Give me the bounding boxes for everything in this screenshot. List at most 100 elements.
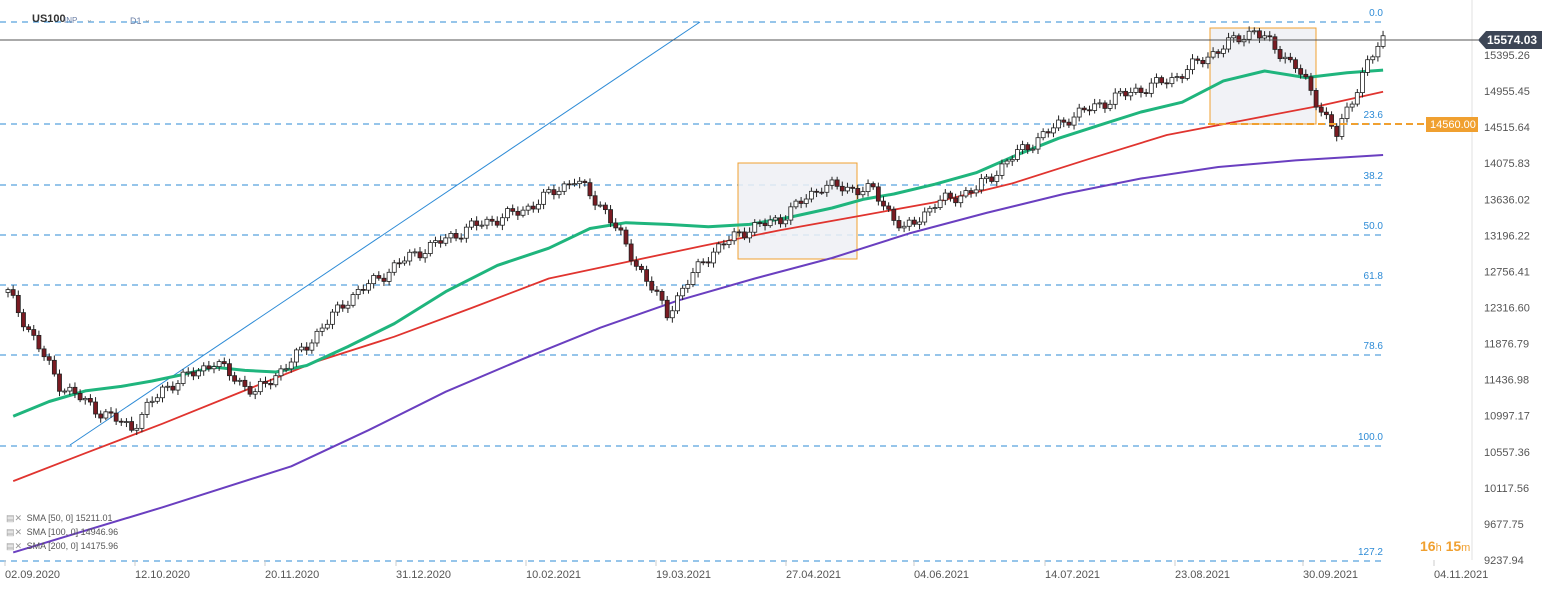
candle-body bbox=[886, 205, 892, 210]
candle-body bbox=[438, 240, 444, 244]
candle-body bbox=[10, 289, 16, 296]
candle-body bbox=[803, 198, 809, 204]
consolidation-box[interactable] bbox=[737, 162, 858, 260]
current-price-tag: 15574.03 bbox=[1478, 31, 1542, 49]
candle-body bbox=[855, 188, 861, 196]
candle-body bbox=[309, 342, 315, 351]
candle-body bbox=[798, 200, 804, 204]
candle-body bbox=[536, 203, 541, 210]
candle-body bbox=[1349, 103, 1355, 108]
date-tick-label: 14.07.2021 bbox=[1045, 569, 1100, 581]
candle-body bbox=[1138, 87, 1144, 93]
candle-body bbox=[1045, 131, 1051, 134]
candle-body bbox=[88, 398, 93, 403]
chevron-down-icon[interactable]: ⌄ bbox=[86, 15, 93, 24]
legend-params: [50, 0] bbox=[48, 513, 74, 523]
candle-body bbox=[41, 348, 47, 358]
candle-body bbox=[221, 361, 227, 365]
candle-body bbox=[1308, 76, 1314, 91]
candle-timer: 16h 15m bbox=[1420, 538, 1470, 554]
date-tick-label: 02.09.2020 bbox=[5, 569, 60, 581]
candle-body bbox=[675, 295, 680, 312]
trend-line[interactable] bbox=[69, 21, 701, 446]
candle-body bbox=[26, 326, 32, 330]
candle-body bbox=[165, 385, 171, 388]
candle-body bbox=[1133, 87, 1139, 93]
candle-body bbox=[1112, 92, 1118, 105]
legend-value: 14175.96 bbox=[80, 541, 119, 551]
candle-body bbox=[479, 224, 485, 227]
legend-name: SMA bbox=[26, 513, 46, 523]
legend-value: 15211.01 bbox=[75, 513, 113, 523]
candle-body bbox=[839, 185, 845, 192]
legend-sma200[interactable]: ▤✕ SMA [200, 0] 14175.96 bbox=[6, 540, 118, 552]
price-tick-label: 10557.36 bbox=[1484, 447, 1530, 459]
candle-body bbox=[824, 184, 830, 193]
candle-body bbox=[51, 359, 57, 375]
candle-body bbox=[546, 189, 552, 193]
legend-sma50[interactable]: ▤✕ SMA [50, 0] 15211.01 bbox=[6, 512, 113, 524]
candle-body bbox=[103, 411, 109, 419]
price-tick-label: 12756.41 bbox=[1484, 266, 1530, 278]
timer-minutes: 15 bbox=[1445, 538, 1462, 554]
candle-body bbox=[1143, 92, 1149, 94]
price-tick-label: 11876.79 bbox=[1484, 339, 1529, 351]
candle-body bbox=[927, 207, 933, 213]
candle-body bbox=[551, 189, 557, 196]
candle-body bbox=[1344, 106, 1350, 119]
candle-body bbox=[1221, 48, 1226, 54]
candle-body bbox=[1040, 131, 1046, 139]
candle-body bbox=[242, 379, 248, 387]
candle-body bbox=[1051, 127, 1056, 134]
candle-body bbox=[144, 401, 150, 415]
candle-body bbox=[530, 205, 536, 210]
legend-sma100[interactable]: ▤✕ SMA [100, 0] 14946.96 bbox=[6, 526, 118, 538]
date-tick-label: 23.08.2021 bbox=[1175, 569, 1230, 581]
candle-body bbox=[463, 226, 469, 239]
interval-chevron-icon[interactable]: ⌄ bbox=[144, 15, 151, 24]
candle-body bbox=[247, 386, 253, 395]
candle-body bbox=[67, 386, 73, 392]
candle-body bbox=[402, 260, 407, 264]
fib-label: 61.8 bbox=[1364, 271, 1384, 282]
candle-body bbox=[1241, 38, 1247, 43]
candle-body bbox=[654, 289, 660, 292]
candle-body bbox=[1215, 51, 1221, 54]
candle-body bbox=[381, 277, 387, 282]
fib-label: 50.0 bbox=[1364, 221, 1384, 232]
date-tick-label: 27.04.2021 bbox=[786, 569, 841, 581]
candle-body bbox=[98, 413, 104, 419]
candle-body bbox=[716, 243, 722, 253]
price-axis: 15395.26 14955.45 14515.64 14075.83 13636.02… bbox=[1484, 50, 1530, 567]
candle-body bbox=[443, 237, 449, 244]
candle-body bbox=[906, 219, 912, 227]
candle-body bbox=[901, 225, 907, 229]
candle-body bbox=[1324, 111, 1329, 116]
candle-body bbox=[371, 275, 377, 285]
candle-body bbox=[1360, 72, 1365, 94]
candle-body bbox=[77, 393, 83, 401]
candle-body bbox=[1298, 68, 1304, 75]
candle-body bbox=[891, 208, 897, 221]
price-tick-label: 14955.45 bbox=[1484, 86, 1530, 98]
candle-body bbox=[572, 183, 577, 186]
settings-icon[interactable]: ▤✕ bbox=[6, 527, 23, 537]
mode-label[interactable]: INP bbox=[64, 16, 78, 25]
settings-icon[interactable]: ▤✕ bbox=[6, 541, 23, 551]
symbol-label[interactable]: US100 bbox=[32, 13, 66, 25]
candle-body bbox=[113, 412, 119, 422]
candle-body bbox=[124, 421, 129, 423]
candle-body bbox=[958, 195, 964, 204]
candle-body bbox=[1118, 90, 1123, 94]
candle-body bbox=[726, 240, 732, 245]
candle-body bbox=[1339, 118, 1345, 137]
candle-body bbox=[814, 190, 819, 193]
candle-body bbox=[62, 390, 68, 393]
interval-label[interactable]: D1 bbox=[130, 16, 142, 26]
settings-icon[interactable]: ▤✕ bbox=[6, 513, 23, 523]
fib-label: 23.6 bbox=[1364, 110, 1384, 121]
sma100-line bbox=[12, 90, 1384, 482]
date-tick-label: 19.03.2021 bbox=[656, 569, 711, 581]
candle-body bbox=[922, 211, 928, 223]
